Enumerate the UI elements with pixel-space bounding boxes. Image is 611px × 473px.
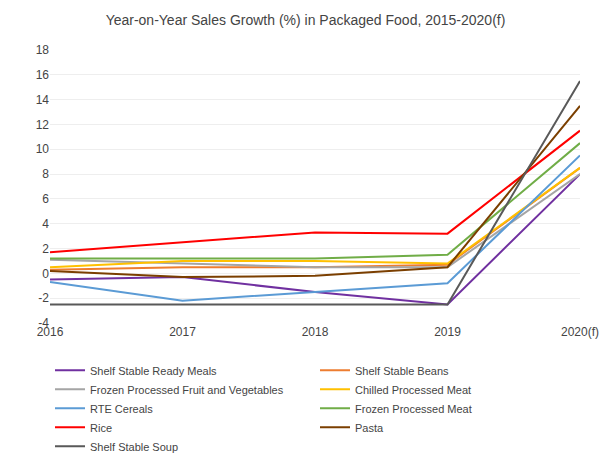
svg-text:Year-on-Year Sales Growth (%): Year-on-Year Sales Growth (%) in Package… [106,12,506,28]
svg-text:Frozen Processed Fruit and Veg: Frozen Processed Fruit and Vegetables [90,384,284,396]
svg-text:2018: 2018 [302,325,329,339]
svg-text:0: 0 [42,267,49,281]
svg-text:Shelf Stable Soup: Shelf Stable Soup [90,441,178,453]
svg-text:4: 4 [42,217,49,231]
svg-text:2016: 2016 [37,325,64,339]
svg-text:Chilled Processed Meat: Chilled Processed Meat [355,384,471,396]
svg-text:2019: 2019 [434,325,461,339]
svg-text:18: 18 [36,43,50,57]
svg-text:RTE Cereals: RTE Cereals [90,403,153,415]
svg-text:10: 10 [36,142,50,156]
svg-text:8: 8 [42,167,49,181]
svg-text:6: 6 [42,192,49,206]
svg-text:-2: -2 [38,291,49,305]
svg-text:2017: 2017 [169,325,196,339]
svg-text:14: 14 [36,93,50,107]
svg-text:Rice: Rice [90,422,112,434]
svg-text:2: 2 [42,242,49,256]
svg-text:2020(f): 2020(f) [561,325,599,339]
svg-text:Shelf Stable Ready Meals: Shelf Stable Ready Meals [90,365,217,377]
svg-text:-4: -4 [38,316,49,330]
svg-text:16: 16 [36,68,50,82]
svg-text:Shelf Stable Beans: Shelf Stable Beans [355,365,449,377]
svg-text:Frozen Processed Meat: Frozen Processed Meat [355,403,472,415]
svg-text:12: 12 [36,118,50,132]
svg-text:Pasta: Pasta [355,422,384,434]
